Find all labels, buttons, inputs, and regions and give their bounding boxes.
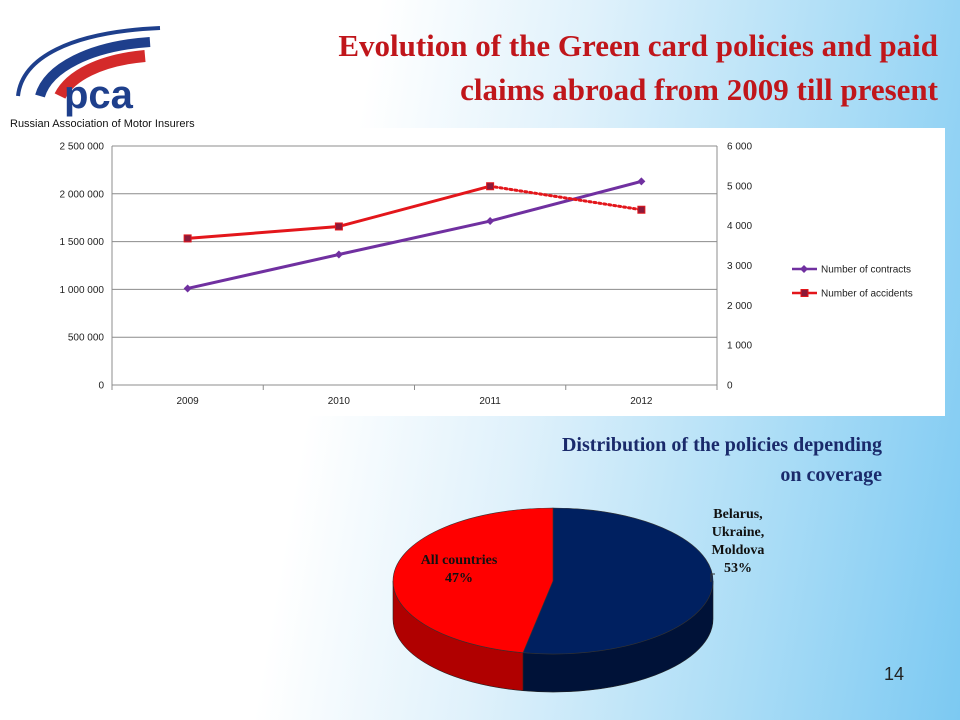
legend-marker bbox=[800, 289, 809, 297]
pie-slice-label: Belarus, bbox=[713, 507, 762, 522]
accidents-point bbox=[637, 205, 646, 214]
contracts-point bbox=[183, 284, 192, 293]
pie-slice bbox=[522, 507, 714, 655]
contracts-point bbox=[334, 250, 343, 259]
page-title-line-2: claims abroad from 2009 till present bbox=[460, 72, 938, 107]
pie-chart-svg: Belarus, Ukraine, Moldova 53% All countries 4… bbox=[392, 507, 765, 693]
line-chart-svg: 0 500 000 1 000 000 1 500 000 2 000 000 2 500… bbox=[60, 142, 913, 408]
page-number: 14 bbox=[883, 664, 904, 684]
pie-chart-title: Distribution of the policies depending o… bbox=[462, 430, 882, 490]
pie-label-leader bbox=[710, 573, 715, 582]
series-line-segment bbox=[489, 179, 642, 223]
pie-slice-label: Ukraine, bbox=[712, 525, 765, 540]
left-axis-tick-label: 2 500 000 bbox=[60, 142, 105, 153]
contracts-point bbox=[637, 177, 646, 186]
left-axis-tick-label: 500 000 bbox=[68, 333, 105, 344]
right-axis-tick-label: 1 000 bbox=[727, 341, 752, 352]
series-line-segment bbox=[187, 224, 339, 240]
left-axis-tick-label: 0 bbox=[98, 381, 104, 392]
pie-slice bbox=[392, 507, 554, 654]
page-title-line-1: Evolution of the Green card policies and… bbox=[338, 28, 938, 63]
accidents-point bbox=[183, 234, 192, 243]
x-axis-tick-label: 2012 bbox=[630, 396, 653, 407]
pie-slice-label: 53% bbox=[724, 561, 752, 576]
pie-chart: Belarus, Ukraine, Moldova 53% All countries 4… bbox=[380, 490, 800, 705]
x-axis-tick-label: 2011 bbox=[479, 396, 501, 407]
pie-title-line-2: on coverage bbox=[780, 464, 882, 486]
left-axis-tick-label: 2 000 000 bbox=[60, 189, 105, 200]
pie-slice-label: All countries bbox=[421, 553, 498, 568]
left-axis-tick-label: 1 000 000 bbox=[60, 285, 105, 296]
pie-title-line-1: Distribution of the policies depending bbox=[561, 434, 882, 456]
right-axis-tick-label: 6 000 bbox=[727, 142, 752, 153]
pie-slice-label: 47% bbox=[445, 571, 473, 586]
right-axis-tick-label: 4 000 bbox=[727, 221, 752, 232]
left-axis-tick-label: 1 500 000 bbox=[60, 237, 105, 248]
line-chart: 0 500 000 1 000 000 1 500 000 2 000 000 2 500… bbox=[25, 128, 945, 416]
accidents-point bbox=[486, 182, 495, 191]
right-axis-tick-label: 5 000 bbox=[727, 181, 752, 192]
logo-caption: Russian Association of Motor Insurers bbox=[10, 118, 195, 130]
legend-label: Number of accidents bbox=[821, 289, 913, 300]
series-line-segment bbox=[488, 184, 643, 212]
series-line-segment bbox=[338, 184, 491, 228]
page-title: Evolution of the Green card policies and… bbox=[238, 24, 938, 112]
pie-slice-label: Moldova bbox=[712, 543, 765, 558]
accidents-point bbox=[334, 222, 343, 231]
right-axis-tick-label: 3 000 bbox=[727, 261, 752, 272]
logo: pca Russian Association of Motor Insurer… bbox=[0, 18, 262, 130]
legend-label: Number of contracts bbox=[821, 265, 911, 276]
x-axis-tick-label: 2010 bbox=[328, 396, 351, 407]
contracts-point bbox=[486, 217, 495, 226]
right-axis-tick-label: 2 000 bbox=[727, 301, 752, 312]
logo-text: pca bbox=[64, 73, 134, 117]
rca-logo-icon: pca bbox=[16, 26, 161, 117]
x-axis-tick-label: 2009 bbox=[177, 396, 200, 407]
series-line-segment bbox=[338, 219, 491, 256]
series-line-segment bbox=[187, 253, 340, 290]
legend-marker bbox=[800, 265, 808, 273]
right-axis-tick-label: 0 bbox=[727, 381, 733, 392]
